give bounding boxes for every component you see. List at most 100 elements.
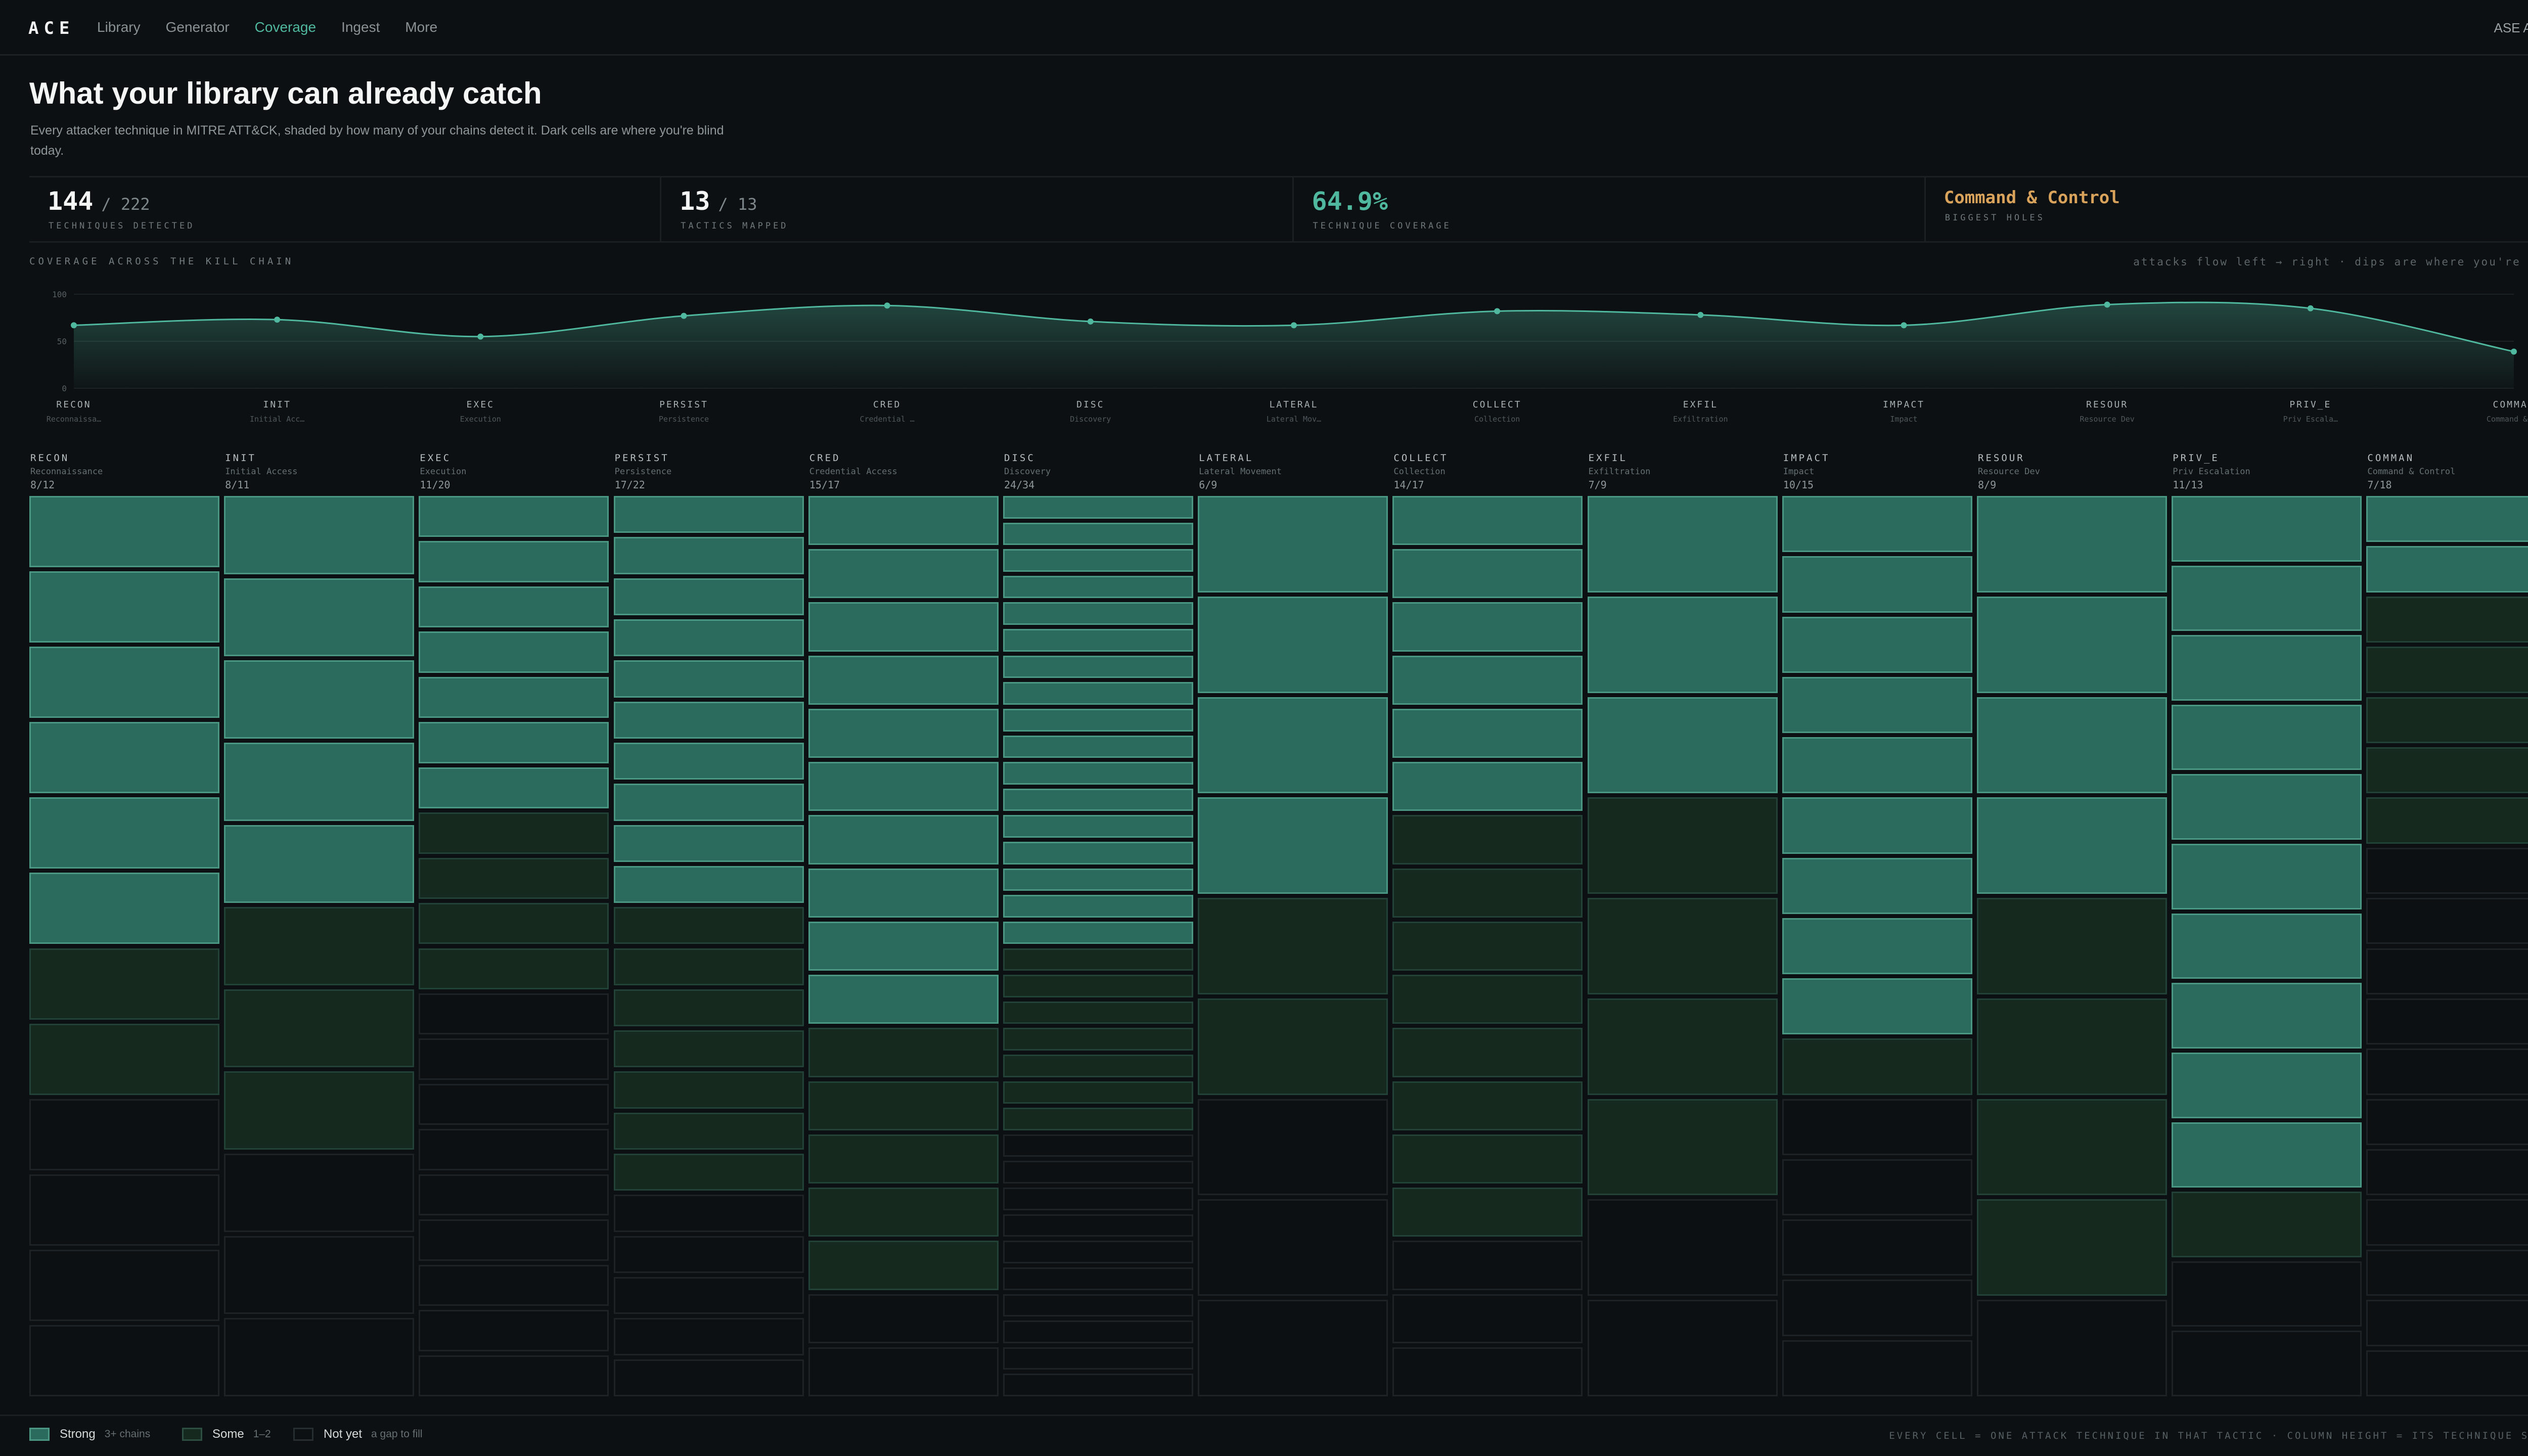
technique-cell-strong[interactable] xyxy=(1782,857,1972,914)
technique-cell-none[interactable] xyxy=(1003,1294,1193,1317)
technique-cell-none[interactable] xyxy=(2366,847,2528,894)
technique-cell-strong[interactable] xyxy=(1198,596,1388,693)
technique-cell-some[interactable] xyxy=(1198,898,1388,994)
technique-cell-some[interactable] xyxy=(419,812,609,854)
technique-cell-strong[interactable] xyxy=(613,825,804,862)
technique-cell-strong[interactable] xyxy=(808,921,999,971)
technique-cell-none[interactable] xyxy=(2366,1049,2528,1095)
technique-cell-strong[interactable] xyxy=(1782,616,1972,673)
technique-cell-strong[interactable] xyxy=(224,578,415,657)
app-logo[interactable]: ACE xyxy=(28,18,75,38)
technique-cell-strong[interactable] xyxy=(224,742,415,821)
technique-cell-strong[interactable] xyxy=(1003,629,1193,652)
technique-cell-strong[interactable] xyxy=(1198,797,1388,894)
technique-cell-strong[interactable] xyxy=(613,496,804,533)
technique-cell-some[interactable] xyxy=(613,907,804,944)
technique-cell-some[interactable] xyxy=(2366,747,2528,794)
technique-cell-some[interactable] xyxy=(808,1081,999,1130)
technique-cell-none[interactable] xyxy=(419,1038,609,1080)
technique-cell-none[interactable] xyxy=(613,1236,804,1273)
technique-cell-some[interactable] xyxy=(808,1241,999,1290)
technique-cell-strong[interactable] xyxy=(419,722,609,763)
technique-cell-strong[interactable] xyxy=(1392,496,1583,545)
technique-cell-none[interactable] xyxy=(224,1318,415,1396)
technique-cell-none[interactable] xyxy=(419,1355,609,1396)
technique-cell-strong[interactable] xyxy=(613,784,804,821)
technique-cell-strong[interactable] xyxy=(808,762,999,811)
technique-cell-strong[interactable] xyxy=(1587,596,1778,693)
technique-cell-strong[interactable] xyxy=(1003,575,1193,599)
technique-cell-some[interactable] xyxy=(1392,921,1583,971)
technique-cell-strong[interactable] xyxy=(2172,774,2362,840)
technique-cell-strong[interactable] xyxy=(2172,565,2362,631)
technique-cell-none[interactable] xyxy=(419,1219,609,1261)
technique-cell-some[interactable] xyxy=(419,903,609,944)
technique-cell-strong[interactable] xyxy=(2172,1122,2362,1188)
technique-cell-none[interactable] xyxy=(419,993,609,1035)
technique-cell-strong[interactable] xyxy=(2172,983,2362,1049)
technique-cell-strong[interactable] xyxy=(1782,978,1972,1035)
technique-cell-none[interactable] xyxy=(224,1154,415,1232)
technique-cell-strong[interactable] xyxy=(1782,918,1972,975)
technique-cell-strong[interactable] xyxy=(1782,737,1972,794)
technique-cell-some[interactable] xyxy=(1587,1099,1778,1196)
technique-cell-some[interactable] xyxy=(613,1030,804,1068)
technique-cell-some[interactable] xyxy=(2366,697,2528,743)
nav-link-generator[interactable]: Generator xyxy=(165,19,230,35)
technique-cell-none[interactable] xyxy=(419,1129,609,1170)
technique-cell-strong[interactable] xyxy=(419,541,609,582)
technique-cell-some[interactable] xyxy=(1003,975,1193,997)
technique-cell-strong[interactable] xyxy=(1003,735,1193,758)
technique-cell-some[interactable] xyxy=(808,1134,999,1184)
technique-cell-some[interactable] xyxy=(224,989,415,1068)
technique-cell-none[interactable] xyxy=(419,1083,609,1125)
technique-cell-strong[interactable] xyxy=(2172,913,2362,979)
technique-cell-some[interactable] xyxy=(419,857,609,899)
technique-cell-strong[interactable] xyxy=(224,496,415,574)
technique-cell-some[interactable] xyxy=(1392,1028,1583,1077)
technique-cell-none[interactable] xyxy=(2366,998,2528,1045)
technique-cell-strong[interactable] xyxy=(1003,895,1193,918)
technique-cell-none[interactable] xyxy=(808,1347,999,1396)
technique-cell-none[interactable] xyxy=(2366,1099,2528,1146)
technique-cell-none[interactable] xyxy=(1587,1199,1778,1296)
technique-cell-some[interactable] xyxy=(224,1071,415,1150)
technique-cell-none[interactable] xyxy=(29,1174,219,1246)
technique-cell-strong[interactable] xyxy=(1003,522,1193,545)
user-menu[interactable]: ASE Admin xyxy=(2494,20,2528,35)
technique-cell-strong[interactable] xyxy=(1003,815,1193,838)
technique-cell-none[interactable] xyxy=(1977,1300,2167,1396)
technique-cell-strong[interactable] xyxy=(613,660,804,698)
technique-cell-strong[interactable] xyxy=(1003,549,1193,572)
technique-cell-strong[interactable] xyxy=(224,660,415,739)
technique-cell-strong[interactable] xyxy=(808,975,999,1024)
technique-cell-strong[interactable] xyxy=(613,619,804,657)
technique-cell-none[interactable] xyxy=(1003,1241,1193,1263)
technique-cell-strong[interactable] xyxy=(29,571,219,643)
technique-cell-some[interactable] xyxy=(1198,998,1388,1095)
technique-cell-strong[interactable] xyxy=(808,655,999,705)
technique-cell-strong[interactable] xyxy=(1782,797,1972,854)
technique-cell-some[interactable] xyxy=(29,948,219,1020)
technique-cell-some[interactable] xyxy=(1977,1199,2167,1296)
technique-cell-some[interactable] xyxy=(2366,797,2528,844)
technique-cell-strong[interactable] xyxy=(1003,868,1193,891)
technique-cell-none[interactable] xyxy=(613,1359,804,1396)
nav-link-ingest[interactable]: Ingest xyxy=(341,19,380,35)
technique-cell-some[interactable] xyxy=(613,1071,804,1109)
technique-cell-strong[interactable] xyxy=(1003,602,1193,625)
technique-cell-none[interactable] xyxy=(1003,1161,1193,1184)
technique-cell-strong[interactable] xyxy=(1003,762,1193,785)
technique-cell-none[interactable] xyxy=(2366,1350,2528,1396)
technique-cell-strong[interactable] xyxy=(808,602,999,652)
technique-cell-strong[interactable] xyxy=(1003,921,1193,944)
technique-cell-strong[interactable] xyxy=(1587,697,1778,794)
technique-cell-strong[interactable] xyxy=(613,701,804,739)
technique-cell-some[interactable] xyxy=(808,1028,999,1077)
technique-cell-none[interactable] xyxy=(1003,1321,1193,1343)
technique-cell-strong[interactable] xyxy=(419,676,609,718)
technique-cell-some[interactable] xyxy=(1977,998,2167,1095)
technique-cell-none[interactable] xyxy=(29,1099,219,1170)
technique-cell-none[interactable] xyxy=(1782,1340,1972,1396)
technique-cell-none[interactable] xyxy=(613,1318,804,1355)
